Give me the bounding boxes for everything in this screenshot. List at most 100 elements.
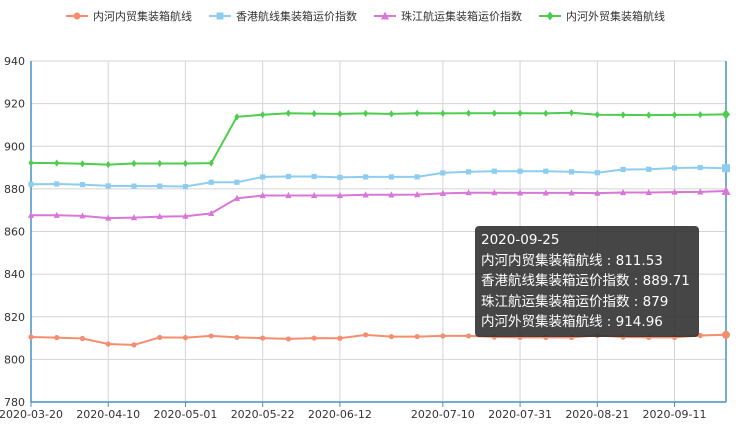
data-point [491, 109, 497, 117]
data-point [363, 332, 369, 338]
data-point [440, 170, 446, 176]
data-point [28, 181, 34, 187]
series-layer [27, 109, 731, 348]
tooltip-row-3: 珠江航运集装箱运价指数 : 879 [481, 293, 669, 310]
data-point [260, 335, 266, 341]
data-point [440, 333, 446, 339]
data-point [79, 335, 86, 342]
data-point [543, 168, 549, 174]
data-point [568, 169, 575, 175]
data-point [697, 164, 703, 171]
data-point [337, 335, 343, 341]
series-line [30, 111, 727, 166]
legend-marker [381, 11, 389, 20]
data-point [182, 212, 189, 219]
data-point [697, 111, 703, 119]
data-point [311, 110, 317, 118]
data-point [620, 111, 626, 119]
data-point [440, 109, 446, 118]
data-point [311, 335, 317, 341]
data-point [28, 159, 34, 167]
data-point [619, 188, 627, 196]
data-point [79, 212, 86, 219]
x-tick-label: 2020-04-10 [76, 408, 140, 421]
legend-item-1: 内河内贸集装箱航线 [66, 9, 192, 23]
data-point [388, 333, 394, 340]
tooltip-row-4: 内河外贸集装箱航线 : 914.96 [481, 314, 663, 330]
x-tick-label: 2020-05-01 [153, 408, 217, 421]
data-point [234, 334, 240, 341]
data-point [645, 188, 652, 196]
data-point [131, 183, 137, 189]
data-point [721, 186, 731, 196]
data-point [414, 174, 420, 180]
y-tick-label: 940 [4, 55, 25, 68]
data-point [542, 189, 549, 196]
legend-item-3: 珠江航运集装箱运价指数 [374, 9, 522, 23]
y-tick-label: 920 [4, 98, 25, 111]
y-tick-label: 780 [4, 396, 25, 409]
data-point [594, 189, 601, 196]
tick-labels: 780 800 820 840 860 880 900 920 940 2020-03-20 202… [0, 55, 706, 421]
data-point [465, 169, 472, 175]
data-point [414, 191, 421, 198]
data-point [568, 189, 575, 196]
data-point [285, 109, 292, 117]
data-point [337, 110, 343, 118]
data-point [27, 211, 35, 218]
data-point [465, 189, 472, 196]
data-point [157, 159, 163, 168]
data-point [594, 170, 600, 176]
data-point [439, 189, 446, 196]
data-point [671, 188, 678, 195]
data-point [233, 194, 241, 201]
data-point [285, 173, 292, 180]
data-point [646, 111, 652, 119]
data-point [182, 159, 189, 168]
data-point [208, 209, 215, 216]
data-tooltip: 2020-09-25 内河内贸集装箱航线 : 811.53 香港航线集装箱运价指… [475, 226, 699, 337]
series-4 [28, 109, 730, 169]
legend-label: 香港航线集装箱运价指数 [236, 9, 357, 23]
data-point [697, 332, 703, 339]
data-point [311, 173, 317, 180]
data-point [465, 109, 472, 117]
data-point [646, 166, 652, 172]
data-point [388, 110, 394, 118]
data-point [182, 183, 189, 190]
data-point [363, 109, 369, 118]
x-tick-label: 2020-07-10 [411, 408, 475, 421]
data-point [79, 182, 86, 188]
data-point [157, 183, 163, 189]
series-3 [27, 186, 731, 221]
data-point [543, 109, 549, 118]
data-point [131, 342, 137, 348]
data-point [54, 159, 60, 167]
data-point [105, 341, 111, 347]
y-tick-label: 860 [4, 226, 25, 239]
data-point [28, 334, 34, 340]
x-tick-label: 2020-05-22 [231, 408, 295, 421]
data-point [722, 109, 730, 120]
y-tick-label: 840 [4, 268, 25, 281]
data-point [285, 336, 292, 342]
legend-item-2: 香港航线集装箱运价指数 [209, 9, 357, 23]
data-point [516, 189, 524, 196]
data-point [388, 174, 394, 180]
data-point [414, 109, 420, 117]
legend-label: 珠江航运集装箱运价指数 [401, 9, 522, 23]
data-point [568, 109, 575, 117]
data-point [105, 183, 111, 189]
data-point [234, 179, 240, 185]
data-point [722, 330, 730, 339]
data-point [414, 333, 420, 340]
data-point [671, 111, 678, 119]
legend: 内河内贸集装箱航线 香港航线集装箱运价指数 珠江航运集装箱运价指数 内河外贸集装箱航线 [66, 9, 665, 23]
data-point [260, 111, 266, 119]
data-point [234, 113, 240, 121]
y-tick-label: 800 [4, 353, 25, 366]
data-point [208, 179, 214, 185]
x-tick-label: 2020-07-31 [488, 408, 552, 421]
